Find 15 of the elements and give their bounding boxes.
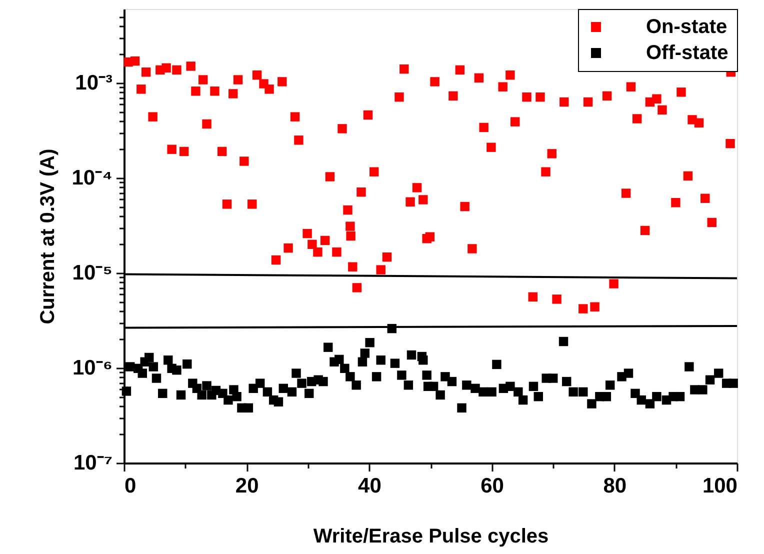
legend-label: Off-state (646, 42, 728, 64)
y-tick-label: 10⁻⁷ (73, 452, 112, 474)
x-tick-label: 80 (603, 474, 627, 498)
y-tick-label: 10⁻⁵ (72, 261, 112, 284)
x-tick-label: 100 (702, 474, 738, 498)
x-tick-label: 40 (358, 474, 382, 498)
y-tick-label: 10⁻⁶ (72, 356, 112, 380)
y-tick-label: 10⁻⁴ (72, 166, 112, 190)
y-axis-title: Current at 0.3V (A) (36, 148, 59, 324)
x-tick-label: 20 (235, 474, 259, 498)
y-tick-label: 10⁻³ (75, 71, 112, 94)
x-axis-title: Write/Erase Pulse cycles (313, 526, 549, 548)
x-tick-label: 0 (124, 474, 136, 498)
legend-label: On-state (646, 16, 728, 38)
x-tick-label: 60 (480, 474, 504, 498)
